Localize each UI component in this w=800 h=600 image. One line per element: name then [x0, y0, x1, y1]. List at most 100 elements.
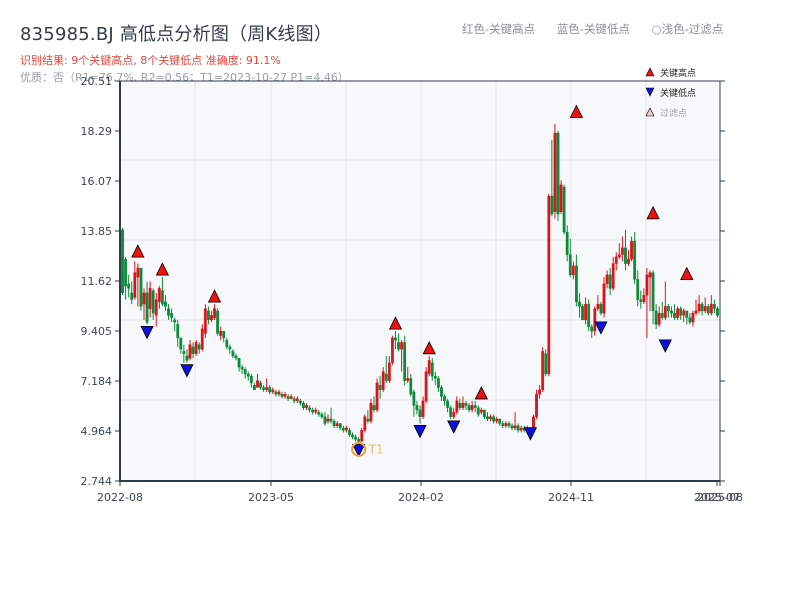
candle-down — [565, 231, 569, 255]
candle-up — [709, 303, 713, 314]
candle-up — [596, 303, 600, 309]
candle-up — [682, 310, 686, 316]
candle-down — [167, 308, 170, 316]
candle-down — [403, 342, 407, 381]
candle-down — [654, 310, 658, 325]
candle-down — [430, 362, 434, 377]
candle-up — [142, 292, 146, 305]
y-tick-label: 16.07 — [81, 175, 113, 188]
candle-up — [535, 393, 538, 417]
candle-down — [578, 301, 581, 307]
candle-up — [375, 382, 379, 411]
candle-up — [360, 430, 364, 442]
candle-up — [203, 308, 207, 334]
x-tick-label: 2023-05 — [248, 491, 294, 504]
candle-down — [237, 357, 241, 368]
candle-down — [243, 369, 247, 375]
candle-up — [157, 288, 161, 303]
candle-down — [415, 405, 419, 411]
candle-up — [210, 315, 213, 321]
candle-down — [443, 396, 446, 402]
candle-down — [185, 355, 189, 361]
candle-down — [329, 418, 333, 422]
candle-down — [124, 258, 128, 287]
candle-up — [289, 396, 293, 399]
candle-up — [188, 344, 192, 359]
candle-down — [240, 366, 244, 370]
candle-down — [231, 351, 235, 357]
candle-down — [366, 418, 370, 422]
candle-down — [633, 240, 637, 280]
candle-down — [562, 186, 566, 233]
candle-down — [599, 303, 603, 314]
candle-up — [617, 254, 621, 258]
candle-down — [581, 306, 584, 321]
candle-down — [716, 308, 719, 316]
key-low-marker — [658, 339, 672, 353]
key-low-marker — [523, 427, 538, 441]
legend-light-filtered: ○浅色-过滤点 — [651, 22, 724, 36]
candle-down — [249, 375, 253, 384]
candle-down — [341, 427, 345, 431]
candle-up — [381, 371, 385, 390]
candle-down — [608, 274, 612, 289]
legend-low-icon — [645, 87, 655, 97]
candle-up — [642, 294, 646, 303]
candle-up — [602, 283, 606, 314]
candle-down — [320, 414, 324, 417]
candle-down — [670, 310, 673, 314]
key-high-marker — [207, 289, 222, 303]
result-summary: 识别结果: 9个关键高点, 8个关键低点 准确度: 91.1% — [20, 54, 281, 67]
candle-down — [302, 402, 305, 408]
candle-down — [357, 439, 361, 442]
axes: 20.51 18.29 16.07 13.85 11.62 9.405 7.184 4.964… — [81, 75, 743, 504]
candle-up — [326, 418, 330, 422]
candle-down — [268, 387, 272, 393]
y-tick-label: 7.184 — [81, 375, 113, 388]
candle-up — [645, 274, 649, 296]
candle-down — [418, 409, 422, 417]
candle-down — [332, 421, 336, 426]
candle-down — [292, 398, 296, 402]
key-high-marker — [388, 316, 403, 330]
candle-down — [179, 337, 183, 350]
candle-down — [673, 312, 676, 318]
candle-up — [571, 265, 575, 276]
candle-down — [222, 330, 226, 339]
candle-down — [433, 375, 437, 379]
candle-up — [427, 360, 431, 375]
candle-up — [648, 272, 652, 278]
candle-down — [173, 319, 177, 323]
x-tick-label: 2024-11 — [548, 491, 594, 504]
candle-down — [145, 292, 149, 323]
candle-up — [627, 258, 630, 264]
candle-down — [262, 387, 265, 390]
candle-down — [713, 303, 716, 309]
candle-up — [400, 342, 403, 350]
candle-down — [590, 326, 594, 332]
candle-down — [700, 303, 704, 312]
candle-up — [452, 411, 456, 417]
candle-down — [280, 393, 284, 397]
y-tick-label: 4.964 — [81, 425, 113, 438]
candle-up — [148, 288, 152, 309]
candle-down — [176, 324, 180, 339]
candle-down — [348, 430, 351, 435]
candle-down — [311, 409, 315, 413]
candle-down — [440, 387, 443, 397]
candle-down — [660, 312, 664, 318]
candle-up — [479, 409, 483, 413]
candle-down — [409, 378, 413, 395]
t1-ring — [351, 441, 367, 457]
key-high-marker — [646, 205, 660, 220]
candle-down — [498, 418, 502, 424]
candle-down — [274, 391, 278, 395]
candle-down — [197, 344, 201, 350]
candle-up — [314, 409, 318, 413]
candle-down — [437, 378, 440, 388]
candle-down — [636, 279, 640, 300]
candle-up — [136, 267, 140, 278]
y-tick-label: 20.51 — [81, 75, 113, 88]
